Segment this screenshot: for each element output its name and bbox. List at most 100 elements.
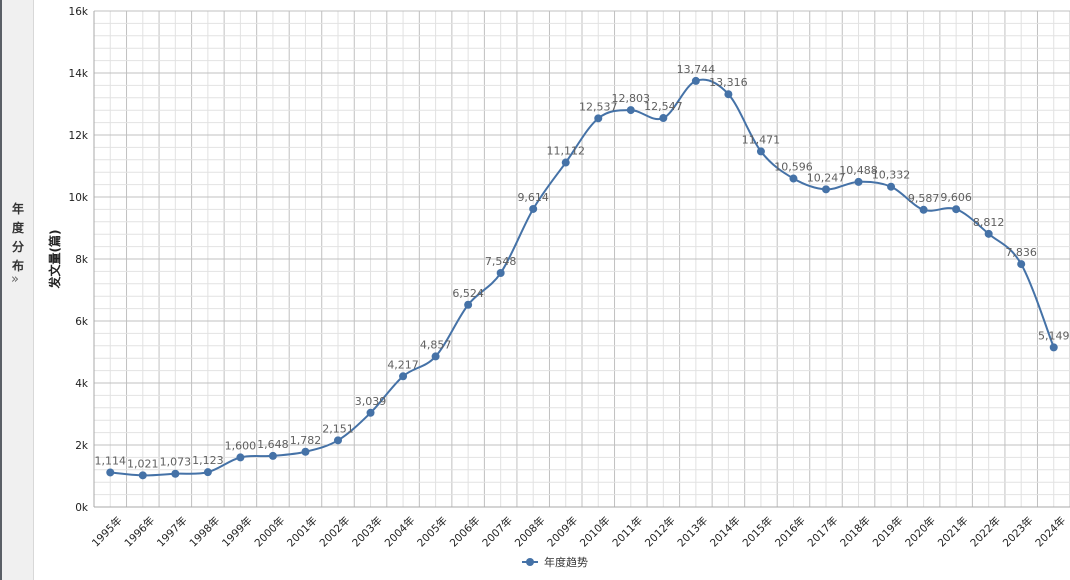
sidebar-title[interactable]: 年 度 分 布: [10, 200, 26, 276]
data-label: 4,857: [420, 338, 452, 351]
data-point[interactable]: [822, 185, 830, 194]
x-tick-label: 1996年: [122, 514, 158, 550]
sidebar-title-char: 度: [11, 221, 24, 235]
data-point[interactable]: [887, 182, 896, 191]
x-tick-label: 2003年: [349, 514, 385, 550]
x-tick-label: 2006年: [447, 514, 483, 550]
x-tick-label: 2022年: [968, 514, 1004, 550]
data-label: 1,021: [127, 457, 159, 470]
data-label: 1,123: [192, 454, 224, 467]
data-label: 10,488: [839, 164, 878, 177]
data-label: 1,782: [290, 434, 322, 447]
data-point[interactable]: [301, 447, 310, 456]
x-tick-label: 2002年: [317, 514, 353, 550]
y-axis-title: 发文量(篇): [47, 230, 62, 290]
data-point[interactable]: [1049, 343, 1058, 352]
data-point[interactable]: [984, 229, 993, 238]
data-point[interactable]: [464, 300, 473, 309]
x-tick-label: 2014年: [707, 514, 743, 550]
x-tick-label: 2018年: [837, 514, 873, 550]
data-label: 1,600: [225, 439, 257, 452]
data-point[interactable]: [171, 469, 180, 478]
data-label: 6,524: [452, 287, 484, 300]
data-label: 12,537: [579, 100, 618, 113]
data-label: 1,073: [160, 456, 192, 469]
data-label: 10,247: [807, 171, 846, 184]
x-tick-label: 2008年: [512, 514, 548, 550]
legend-marker-icon[interactable]: [526, 558, 534, 566]
legend-label[interactable]: 年度趋势: [544, 555, 588, 569]
x-tick-label: 2005年: [414, 514, 450, 550]
data-label: 12,547: [644, 100, 683, 113]
data-label: 3,039: [355, 395, 387, 408]
sidebar-title-char: 年: [11, 202, 24, 216]
y-tick-label: 10k: [69, 192, 89, 204]
x-tick-label: 2023年: [1000, 514, 1036, 550]
x-tick-label: 2001年: [284, 514, 320, 550]
data-label: 11,112: [546, 145, 585, 158]
data-point[interactable]: [919, 205, 928, 214]
y-tick-label: 8k: [75, 254, 89, 266]
data-label: 10,596: [774, 161, 813, 174]
data-label: 9,614: [517, 191, 549, 204]
x-tick-label: 2010年: [577, 514, 613, 550]
y-tick-label: 12k: [69, 130, 89, 142]
expand-icon[interactable]: »: [11, 272, 19, 287]
x-tick-label: 2020年: [902, 514, 938, 550]
data-point[interactable]: [854, 177, 863, 186]
data-point[interactable]: [203, 468, 212, 477]
data-point[interactable]: [106, 468, 115, 477]
y-tick-label: 4k: [75, 378, 89, 390]
x-tick-label: 2021年: [935, 514, 971, 550]
x-tick-label: 2000年: [252, 514, 288, 550]
data-point[interactable]: [496, 269, 505, 278]
data-point[interactable]: [691, 76, 700, 85]
x-tick-label: 2016年: [772, 514, 808, 550]
data-point[interactable]: [952, 205, 961, 214]
data-label: 13,316: [709, 76, 748, 89]
data-label: 7,836: [1005, 246, 1037, 259]
data-label: 7,548: [485, 255, 517, 268]
data-label: 9,587: [908, 192, 940, 205]
data-label: 1,648: [257, 438, 289, 451]
sidebar-title-char: 布: [11, 259, 24, 273]
data-point[interactable]: [659, 114, 668, 123]
data-point[interactable]: [626, 106, 635, 115]
data-point[interactable]: [529, 204, 538, 213]
data-label: 13,744: [677, 63, 716, 76]
data-point[interactable]: [236, 453, 245, 462]
data-point[interactable]: [334, 436, 342, 445]
data-point[interactable]: [756, 147, 765, 156]
x-tick-label: 2013年: [675, 514, 711, 550]
data-point[interactable]: [724, 90, 733, 99]
x-tick-label: 2024年: [1033, 514, 1069, 550]
x-tick-label: 2011年: [610, 514, 646, 550]
data-label: 12,803: [612, 92, 651, 105]
data-label: 2,151: [322, 422, 354, 435]
x-tick-label: 2015年: [740, 514, 776, 550]
data-point[interactable]: [561, 158, 570, 167]
data-point[interactable]: [399, 372, 408, 381]
data-point[interactable]: [268, 451, 277, 460]
y-tick-label: 6k: [75, 316, 89, 328]
data-point[interactable]: [366, 408, 375, 417]
x-tick-label: 1995年: [89, 514, 125, 550]
x-tick-label: 1997年: [154, 514, 190, 550]
sidebar-title-char: 分: [11, 240, 24, 254]
data-point[interactable]: [431, 352, 440, 361]
data-label: 5,149: [1038, 329, 1070, 342]
x-tick-label: 2017年: [805, 514, 841, 550]
data-point[interactable]: [594, 114, 603, 123]
data-label: 9,606: [940, 191, 972, 204]
data-label: 11,471: [742, 133, 781, 146]
x-tick-label: 2004年: [382, 514, 418, 550]
data-point[interactable]: [789, 174, 798, 183]
sidebar-panel: 年 度 分 布 »: [0, 0, 34, 580]
data-label: 1,114: [95, 454, 127, 467]
y-tick-label: 2k: [75, 440, 89, 452]
x-tick-label: 2007年: [480, 514, 516, 550]
x-tick-label: 1998年: [187, 514, 223, 550]
y-tick-label: 16k: [69, 6, 89, 18]
data-point[interactable]: [1017, 260, 1026, 269]
data-point[interactable]: [138, 471, 147, 480]
